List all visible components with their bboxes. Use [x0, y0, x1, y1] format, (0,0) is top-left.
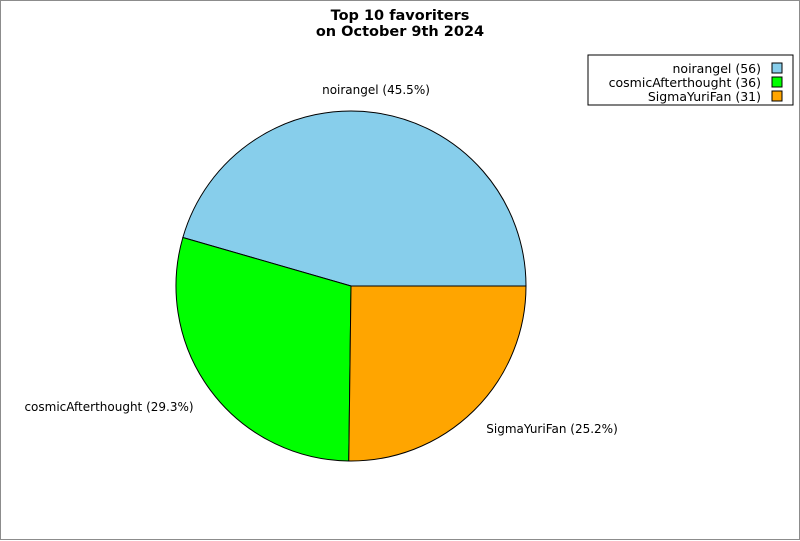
pie-slice-SigmaYuriFan: [348, 285, 527, 462]
legend-label-noirangel: noirangel (56): [673, 61, 762, 76]
chart-title-line-2: on October 9th 2024: [316, 24, 484, 40]
legend-swatch-cosmicAfterthought: [771, 76, 783, 88]
chart-title-line-1: Top 10 favoriters: [331, 8, 470, 24]
legend-box: [587, 54, 794, 106]
slice-label-cosmicAfterthought: cosmicAfterthought (29.3%): [24, 400, 193, 414]
pie-slice-labels: noirangel (45.5%) cosmicAfterthought (29.…: [24, 83, 617, 436]
legend-swatch-SigmaYuriFan: [771, 90, 783, 102]
pie-slice-cosmicAfterthought: [175, 236, 352, 462]
legend: noirangel (56)cosmicAfterthought (36)Sig…: [587, 54, 794, 106]
legend-swatch-noirangel: [771, 62, 783, 74]
legend-label-cosmicAfterthought: cosmicAfterthought (36): [609, 75, 761, 90]
slice-label-noirangel: noirangel (45.5%): [322, 83, 430, 97]
slice-label-SigmaYuriFan: SigmaYuriFan (25.2%): [486, 422, 618, 436]
pie-slice-noirangel: [182, 110, 527, 287]
pie-slices: [175, 110, 527, 462]
legend-label-SigmaYuriFan: SigmaYuriFan (31): [648, 89, 761, 104]
